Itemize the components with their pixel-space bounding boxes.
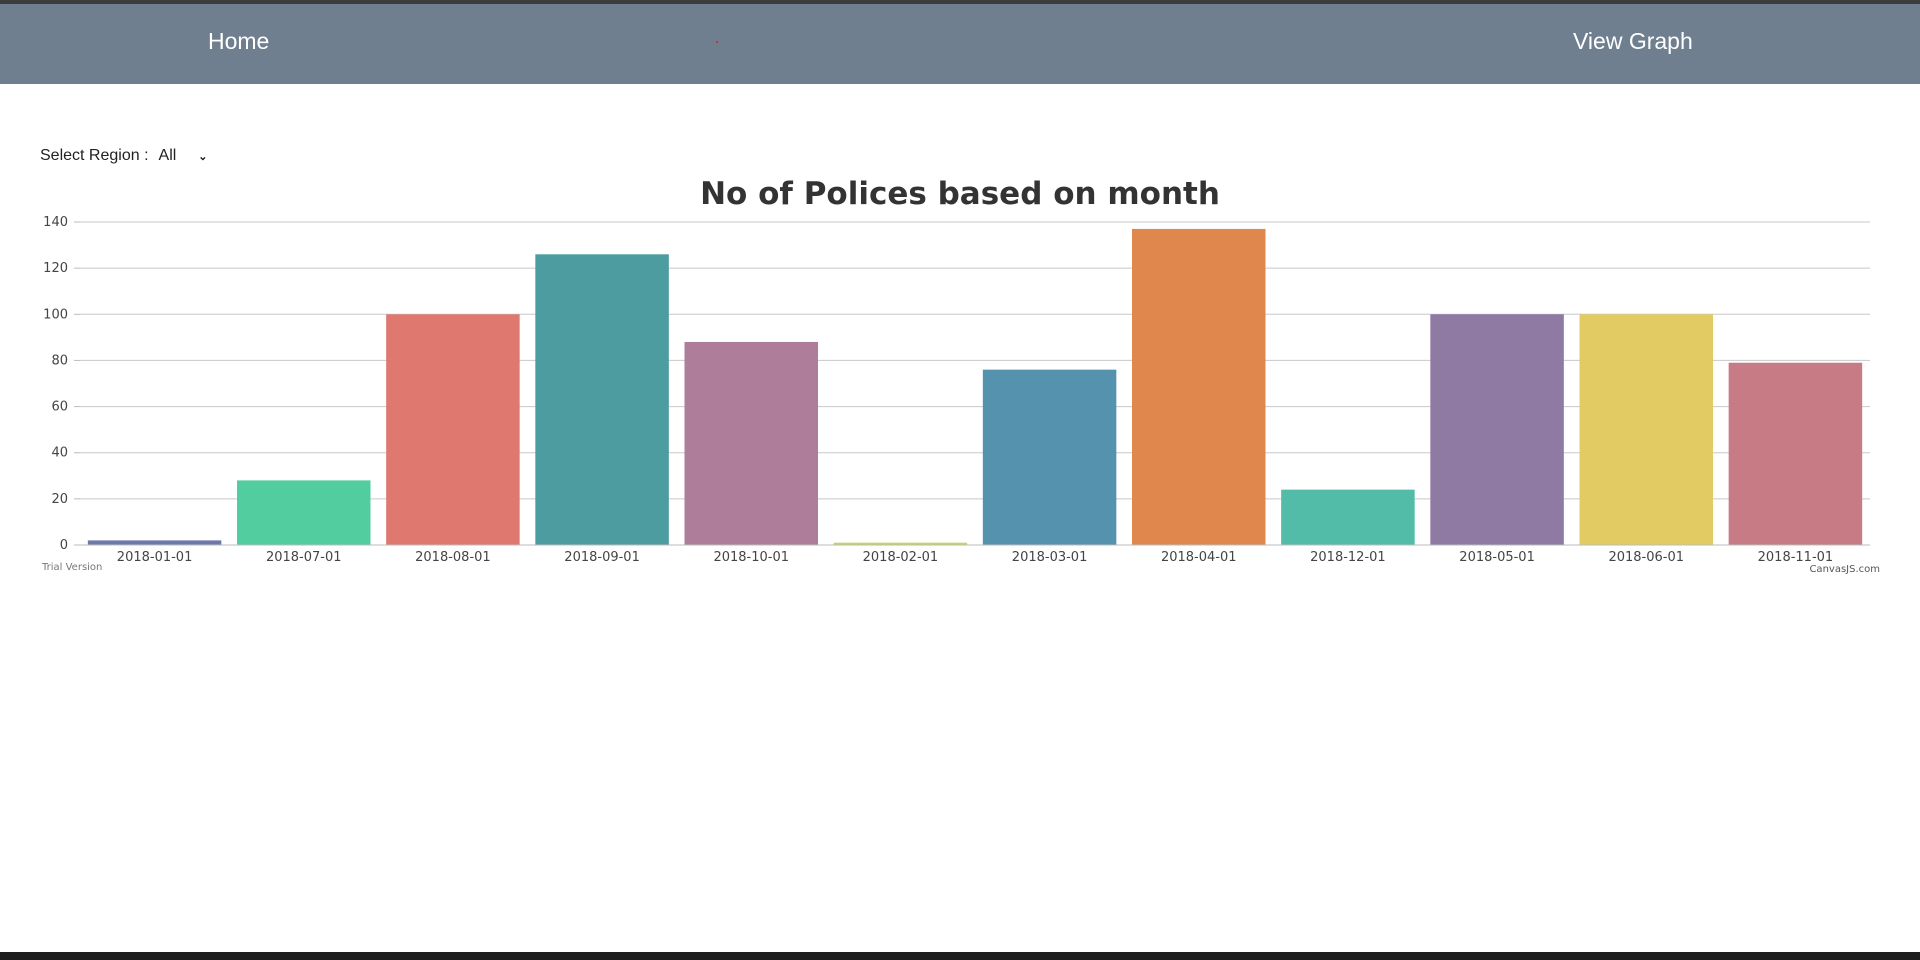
nav-decor-dot [716, 41, 718, 43]
y-tick-label: 0 [60, 538, 68, 553]
x-tick-label: 2018-04-01 [1161, 550, 1237, 565]
y-tick-label: 140 [43, 215, 68, 230]
chart-title: No of Polices based on month [700, 176, 1220, 212]
x-tick-label: 2018-08-01 [415, 550, 491, 565]
bar-2018-02-01[interactable] [833, 542, 968, 545]
y-axis-ticks: 0 20 40 60 80 100 120 140 [43, 215, 80, 553]
navbar: Home View Graph [0, 4, 1920, 84]
window-top-strip [0, 0, 1920, 4]
x-tick-label: 2018-05-01 [1459, 550, 1535, 565]
region-filter: Select Region : All ⌄ [40, 144, 208, 168]
y-tick-label: 40 [51, 446, 68, 461]
y-tick-label: 120 [43, 261, 68, 276]
bar-2018-12-01[interactable] [1281, 489, 1415, 545]
trial-version-watermark: Trial Version [41, 562, 102, 573]
x-tick-label: 2018-03-01 [1012, 550, 1088, 565]
x-tick-label: 2018-06-01 [1608, 550, 1684, 565]
x-tick-label: 2018-10-01 [713, 550, 789, 565]
policies-bar-chart: No of Polices based on month 0 20 40 60 80 10… [41, 176, 1880, 575]
nav-view-graph-link[interactable]: View Graph [1573, 28, 1693, 54]
y-tick-label: 60 [51, 400, 68, 415]
region-select[interactable]: All ⌄ [159, 147, 208, 165]
x-tick-label: 2018-07-01 [266, 550, 342, 565]
y-tick-label: 100 [43, 307, 68, 322]
x-axis-ticks: 2018-01-01 2018-07-01 2018-08-01 2018-09-01… [117, 550, 1833, 565]
x-tick-label: 2018-12-01 [1310, 550, 1386, 565]
taskbar-strip [0, 952, 1920, 960]
bar-2018-01-01[interactable] [87, 540, 222, 545]
bar-2018-05-01[interactable] [1430, 314, 1564, 545]
chart-grid [80, 221, 1870, 500]
bar-2018-08-01[interactable] [386, 314, 520, 545]
bar-2018-06-01[interactable] [1579, 314, 1714, 545]
y-tick-label: 80 [51, 353, 68, 368]
bar-2018-07-01[interactable] [236, 480, 371, 545]
region-label: Select Region : [40, 147, 149, 164]
chart-bars [87, 228, 1863, 546]
region-select-value: All [158, 147, 177, 164]
chevron-down-icon: ⌄ [198, 150, 208, 163]
x-tick-label: 2018-02-01 [863, 550, 939, 565]
bar-2018-10-01[interactable] [684, 341, 819, 545]
canvasjs-credit[interactable]: CanvasJS.com [1809, 564, 1880, 575]
bar-2018-09-01[interactable] [535, 254, 669, 546]
x-tick-label: 2018-11-01 [1758, 550, 1834, 565]
bar-2018-04-01[interactable] [1131, 228, 1266, 545]
nav-home-link[interactable]: Home [208, 28, 270, 54]
y-tick-label: 20 [51, 492, 68, 507]
bar-2018-03-01[interactable] [982, 369, 1117, 545]
x-tick-label: 2018-01-01 [117, 550, 193, 565]
x-tick-label: 2018-09-01 [564, 550, 640, 565]
bar-2018-11-01[interactable] [1728, 362, 1863, 545]
